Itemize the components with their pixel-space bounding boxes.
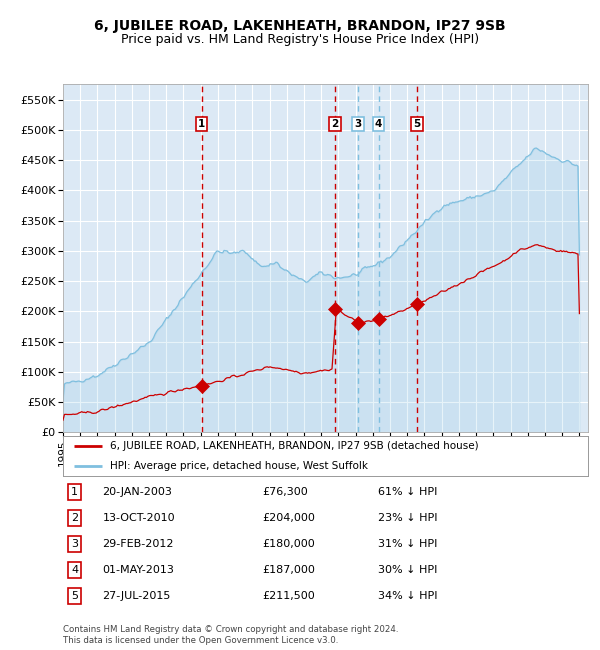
Text: 2: 2 xyxy=(331,119,338,129)
Text: 61% ↓ HPI: 61% ↓ HPI xyxy=(378,487,437,497)
Text: 6, JUBILEE ROAD, LAKENHEATH, BRANDON, IP27 9SB (detached house): 6, JUBILEE ROAD, LAKENHEATH, BRANDON, IP… xyxy=(110,441,479,450)
Text: £211,500: £211,500 xyxy=(263,591,315,601)
Text: £180,000: £180,000 xyxy=(263,539,315,549)
Text: 5: 5 xyxy=(71,591,78,601)
Text: 20-JAN-2003: 20-JAN-2003 xyxy=(103,487,172,497)
Text: 2: 2 xyxy=(71,513,78,523)
Text: 13-OCT-2010: 13-OCT-2010 xyxy=(103,513,175,523)
Text: 6, JUBILEE ROAD, LAKENHEATH, BRANDON, IP27 9SB: 6, JUBILEE ROAD, LAKENHEATH, BRANDON, IP… xyxy=(94,19,506,33)
Text: £76,300: £76,300 xyxy=(263,487,308,497)
Text: 4: 4 xyxy=(375,119,382,129)
Text: 4: 4 xyxy=(71,565,78,575)
Text: 27-JUL-2015: 27-JUL-2015 xyxy=(103,591,171,601)
Text: 34% ↓ HPI: 34% ↓ HPI xyxy=(378,591,437,601)
Text: Price paid vs. HM Land Registry's House Price Index (HPI): Price paid vs. HM Land Registry's House … xyxy=(121,32,479,46)
Text: 1: 1 xyxy=(71,487,78,497)
Text: 3: 3 xyxy=(355,119,362,129)
Text: HPI: Average price, detached house, West Suffolk: HPI: Average price, detached house, West… xyxy=(110,461,368,471)
Text: £204,000: £204,000 xyxy=(263,513,316,523)
Text: 01-MAY-2013: 01-MAY-2013 xyxy=(103,565,174,575)
Text: Contains HM Land Registry data © Crown copyright and database right 2024.
This d: Contains HM Land Registry data © Crown c… xyxy=(63,625,398,645)
Text: 3: 3 xyxy=(71,539,78,549)
Text: 31% ↓ HPI: 31% ↓ HPI xyxy=(378,539,437,549)
Text: 1: 1 xyxy=(198,119,205,129)
Text: £187,000: £187,000 xyxy=(263,565,316,575)
Text: 29-FEB-2012: 29-FEB-2012 xyxy=(103,539,174,549)
Text: 30% ↓ HPI: 30% ↓ HPI xyxy=(378,565,437,575)
Text: 5: 5 xyxy=(413,119,421,129)
Text: 23% ↓ HPI: 23% ↓ HPI xyxy=(378,513,437,523)
